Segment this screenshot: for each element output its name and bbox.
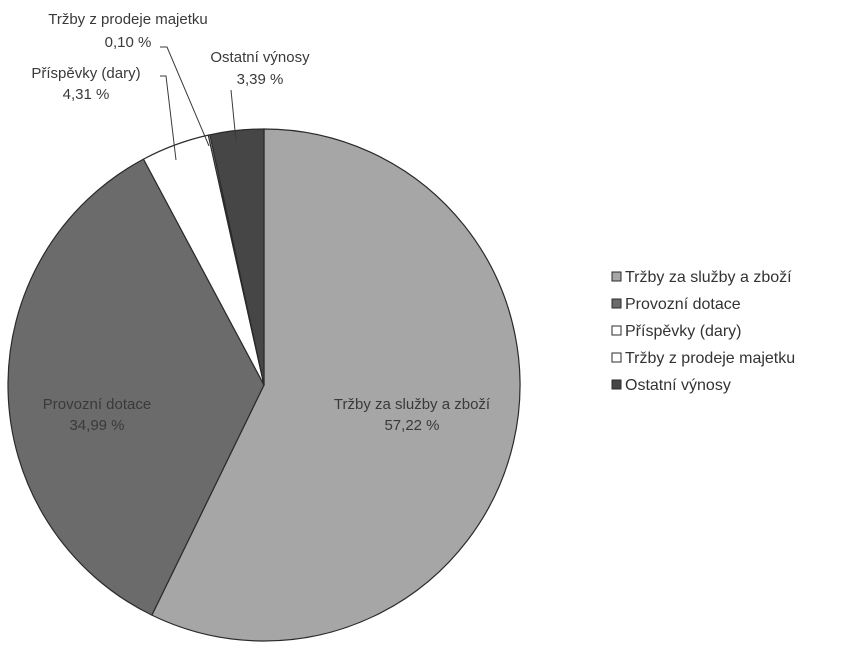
pie-slice-trzby-za-sluzby-a-zbozi [151, 128, 521, 642]
legend-swatch-prispevky-dary [611, 325, 622, 336]
legend-label-ostatni-vynosy: Ostatní výnosy [625, 377, 731, 394]
legend-label-provozni-dotace: Provozní dotace [625, 296, 741, 313]
slice-value-label-ostatni-vynosy: 3,39 % [237, 71, 284, 88]
slice-value-label-prispevky-dary: 4,31 % [63, 86, 110, 103]
legend-swatch-trzby-za-sluzby-a-zbozi [611, 271, 622, 282]
slice-label-provozni-dotace: Provozní dotace [43, 396, 151, 413]
leader-line-prispevky-dary [160, 75, 177, 161]
pie-slice-provozni-dotace [7, 158, 265, 616]
pie-slice-ostatni-vynosy [209, 128, 265, 386]
slice-label-trzby-z-prodeje-majetku: Tržby z prodeje majetku [48, 11, 208, 28]
slice-value-label-trzby-za-sluzby-a-zbozi: 57,22 % [384, 417, 439, 434]
slice-value-label-provozni-dotace: 34,99 % [69, 417, 124, 434]
legend-swatch-trzby-z-prodeje-majetku [611, 352, 622, 363]
slice-label-prispevky-dary: Příspěvky (dary) [31, 65, 140, 82]
legend: Tržby za služby a zboží Provozní dotace Př… [611, 269, 795, 394]
leader-line-ostatni-vynosy [230, 89, 237, 142]
leader-line-trzby-z-prodeje-majetku [160, 46, 210, 147]
legend-swatch-ostatni-vynosy [611, 379, 622, 390]
slice-label-trzby-za-sluzby-a-zbozi: Tržby za služby a zboží [334, 396, 491, 413]
slice-value-label-trzby-z-prodeje-majetku: 0,10 % [105, 34, 152, 51]
legend-swatch-provozni-dotace [611, 298, 622, 309]
legend-label-trzby-za-sluzby-a-zbozi: Tržby za služby a zboží [625, 269, 792, 286]
legend-label-trzby-z-prodeje-majetku: Tržby z prodeje majetku [625, 350, 795, 367]
legend-label-prispevky-dary: Příspěvky (dary) [625, 323, 741, 340]
slice-label-ostatni-vynosy: Ostatní výnosy [210, 49, 310, 66]
